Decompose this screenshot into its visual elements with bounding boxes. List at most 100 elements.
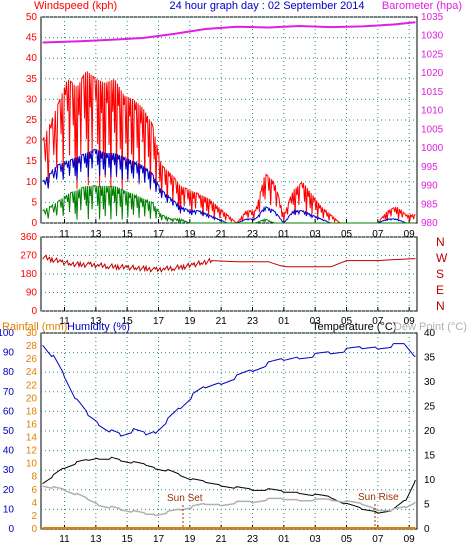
dir-y-tick: 90 xyxy=(26,288,38,299)
x-tick-label-top: 01 xyxy=(278,229,290,240)
x-tick-label-mid: 11 xyxy=(59,316,70,327)
wind-y-tick: 50 xyxy=(26,12,38,23)
dir-y-tick: 270 xyxy=(20,251,37,262)
dir-y-tick: 0 xyxy=(31,306,37,317)
wind-y-tick: 0 xyxy=(31,218,37,229)
rain-y-tick: 10 xyxy=(26,459,38,470)
humidity-y-tick: 70 xyxy=(3,387,15,398)
baro-y-tick: 1035 xyxy=(421,12,444,23)
series-minimum xyxy=(42,185,416,225)
x-tick-label-bottom: 03 xyxy=(310,534,322,545)
windspeed-title: Windspeed (kph) xyxy=(34,0,117,12)
baro-y-tick: 1020 xyxy=(421,68,444,79)
x-tick-label-top: 19 xyxy=(184,229,196,240)
x-tick-label-mid: 03 xyxy=(310,316,322,327)
x-tick-label-top: 03 xyxy=(310,229,322,240)
x-tick-label-top: 17 xyxy=(153,229,165,240)
x-tick-label-mid: 07 xyxy=(372,316,384,327)
x-tick-label-bottom: 05 xyxy=(341,534,353,545)
x-tick-label-bottom: 19 xyxy=(184,534,196,545)
wind-y-tick: 20 xyxy=(26,136,38,147)
wind-y-tick: 25 xyxy=(26,115,38,126)
dewpoint-title: Dew Point (°C) xyxy=(394,321,467,333)
chart-title: 24 hour graph day : 02 September 2014 xyxy=(169,0,364,12)
x-tick-label-mid: 01 xyxy=(278,316,290,327)
rain-y-tick: 30 xyxy=(26,328,38,339)
compass-label: W xyxy=(436,251,448,265)
temp-y-tick: 15 xyxy=(424,451,436,462)
x-tick-label-mid: 21 xyxy=(216,316,228,327)
temperature-humidity-series xyxy=(42,343,416,529)
series-humidity xyxy=(42,343,416,437)
rain-y-tick: 2 xyxy=(31,511,37,522)
series-gust xyxy=(42,71,416,224)
sunset-label: Sun Set xyxy=(167,493,203,504)
rain-y-tick: 28 xyxy=(26,341,38,352)
wind-y-tick: 10 xyxy=(26,177,38,188)
humidity-y-tick: 60 xyxy=(3,406,15,417)
humidity-y-tick: 50 xyxy=(3,426,15,437)
baro-y-tick: 1030 xyxy=(421,31,444,42)
compass-label: E xyxy=(436,283,444,297)
x-tick-label-bottom: 09 xyxy=(404,534,416,545)
rain-y-tick: 26 xyxy=(26,354,38,365)
temp-y-tick: 35 xyxy=(424,353,436,364)
temp-y-tick: 30 xyxy=(424,377,436,388)
x-tick-label-mid: 23 xyxy=(247,316,259,327)
x-tick-label-top: 07 xyxy=(372,229,384,240)
tick-labels: 1111111313131515151717171919192121212323… xyxy=(0,12,448,545)
baro-y-tick: 995 xyxy=(421,162,438,173)
temperature-title: Temperature (°C) xyxy=(312,321,396,333)
x-tick-label-top: 21 xyxy=(216,229,228,240)
x-tick-label-top: 11 xyxy=(59,229,70,240)
humidity-y-tick: 80 xyxy=(3,367,15,378)
series-barometer xyxy=(42,21,416,44)
x-tick-label-bottom: 07 xyxy=(372,534,384,545)
wind-y-tick: 45 xyxy=(26,33,38,44)
x-tick-label-bottom: 01 xyxy=(278,534,290,545)
rain-y-tick: 22 xyxy=(26,380,38,391)
series-temperature xyxy=(42,456,416,514)
x-tick-label-mid: 17 xyxy=(153,316,165,327)
x-tick-label-bottom: 23 xyxy=(247,534,259,545)
x-tick-label-mid: 19 xyxy=(184,316,196,327)
temp-y-tick: 0 xyxy=(424,524,430,535)
grid-lines xyxy=(41,16,417,530)
rain-y-tick: 20 xyxy=(26,393,38,404)
temp-y-tick: 40 xyxy=(424,328,436,339)
direction-series xyxy=(42,254,416,273)
humidity-y-tick: 100 xyxy=(0,328,14,339)
wind-y-tick: 30 xyxy=(26,94,38,105)
rain-y-tick: 6 xyxy=(31,485,37,496)
x-tick-label-bottom: 21 xyxy=(216,534,228,545)
temp-y-tick: 10 xyxy=(424,475,436,486)
baro-y-tick: 1025 xyxy=(421,49,444,60)
x-tick-label-top: 15 xyxy=(122,229,134,240)
rain-y-tick: 14 xyxy=(26,433,38,444)
humidity-y-tick: 30 xyxy=(3,465,15,476)
humidity-y-tick: 0 xyxy=(8,524,14,535)
temp-y-tick: 5 xyxy=(424,500,430,511)
rain-y-tick: 0 xyxy=(31,524,37,535)
humidity-y-tick: 40 xyxy=(3,446,15,457)
rain-y-tick: 4 xyxy=(31,498,37,509)
temp-y-tick: 25 xyxy=(424,402,436,413)
humidity-y-tick: 90 xyxy=(3,348,15,359)
x-tick-label-bottom: 11 xyxy=(59,534,70,545)
baro-y-tick: 1010 xyxy=(421,106,444,117)
x-tick-label-top: 09 xyxy=(404,229,416,240)
x-tick-label-mid: 05 xyxy=(341,316,353,327)
baro-y-tick: 1005 xyxy=(421,124,444,135)
x-tick-label-top: 13 xyxy=(90,229,102,240)
rainfall-title: Rainfall (mm) xyxy=(2,321,67,333)
compass-label: N xyxy=(436,235,445,249)
rain-y-tick: 16 xyxy=(26,419,38,430)
dir-y-tick: 180 xyxy=(20,269,37,280)
humidity-y-tick: 20 xyxy=(3,485,15,496)
x-tick-label-bottom: 17 xyxy=(153,534,165,545)
rain-y-tick: 12 xyxy=(26,446,38,457)
series-dewpoint xyxy=(42,485,416,517)
temp-y-tick: 20 xyxy=(424,426,436,437)
